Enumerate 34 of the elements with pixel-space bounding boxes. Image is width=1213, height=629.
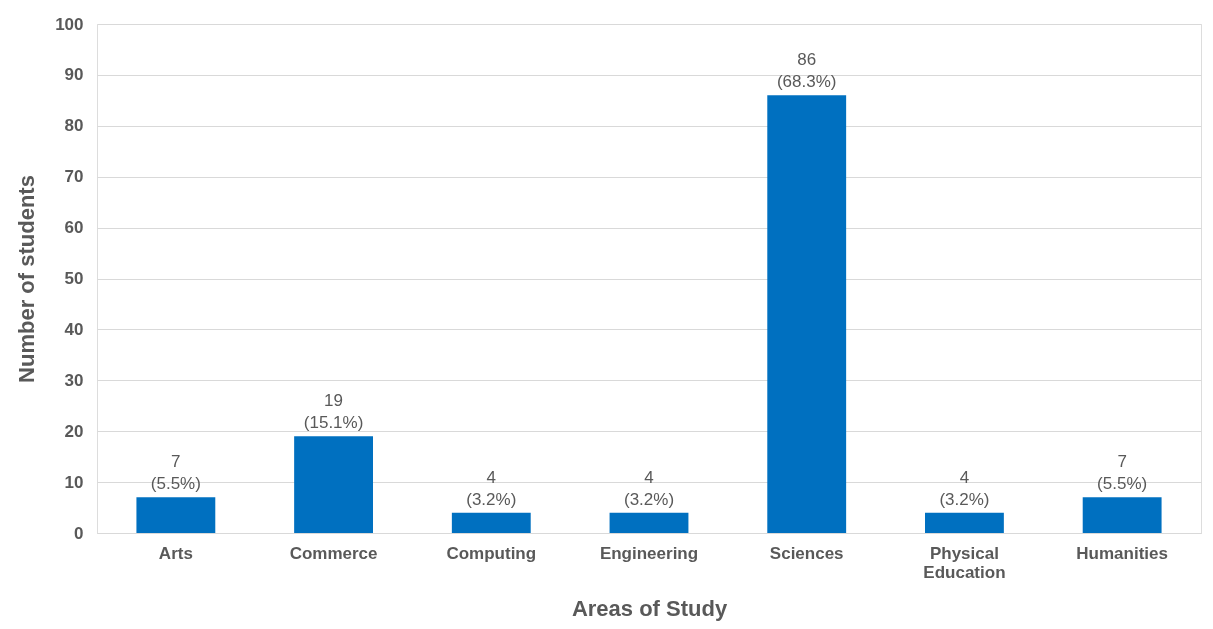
bar [294,436,373,533]
x-tick-label: Commerce [289,543,378,563]
x-tick-label: Physical Education [923,543,1006,582]
x-tick-label: Computing [446,543,537,563]
x-tick-label: Humanities [1076,543,1168,563]
y-tick-label: 50 [64,269,84,288]
y-tick-label: 100 [55,14,84,34]
bar [1082,497,1162,533]
y-tick-label: 40 [64,319,84,339]
y-tick-label: 80 [64,116,84,136]
data-label: 4 (3.2%) [466,467,517,509]
data-label: 19 (15.1%) [303,391,364,433]
y-tick-label: 60 [64,218,84,238]
x-tick-label: Sciences [769,543,844,563]
y-tick-label: 70 [64,167,84,187]
data-label: 4 (3.2%) [623,467,675,509]
x-tick-label: Arts [158,543,193,563]
y-tick-label: 0 [74,523,84,543]
y-tick-label: 30 [64,370,84,390]
y-tick-label: 10 [64,472,84,492]
data-label: 7 (5.5%) [1097,452,1148,494]
x-tick-label: Engineering [599,543,699,563]
data-label: 4 (3.2%) [939,467,990,509]
bar [609,512,689,533]
y-axis-title: Number of students [14,175,40,383]
bar [451,512,531,533]
data-label: 86 (68.3%) [776,50,837,92]
data-label: 7 (5.5%) [150,452,201,494]
bar [136,497,216,533]
bar [925,512,1004,533]
bar [767,95,847,533]
y-tick-label: 90 [64,65,84,85]
x-axis-title: Areas of Study [571,595,728,621]
y-tick-label: 20 [64,421,84,441]
